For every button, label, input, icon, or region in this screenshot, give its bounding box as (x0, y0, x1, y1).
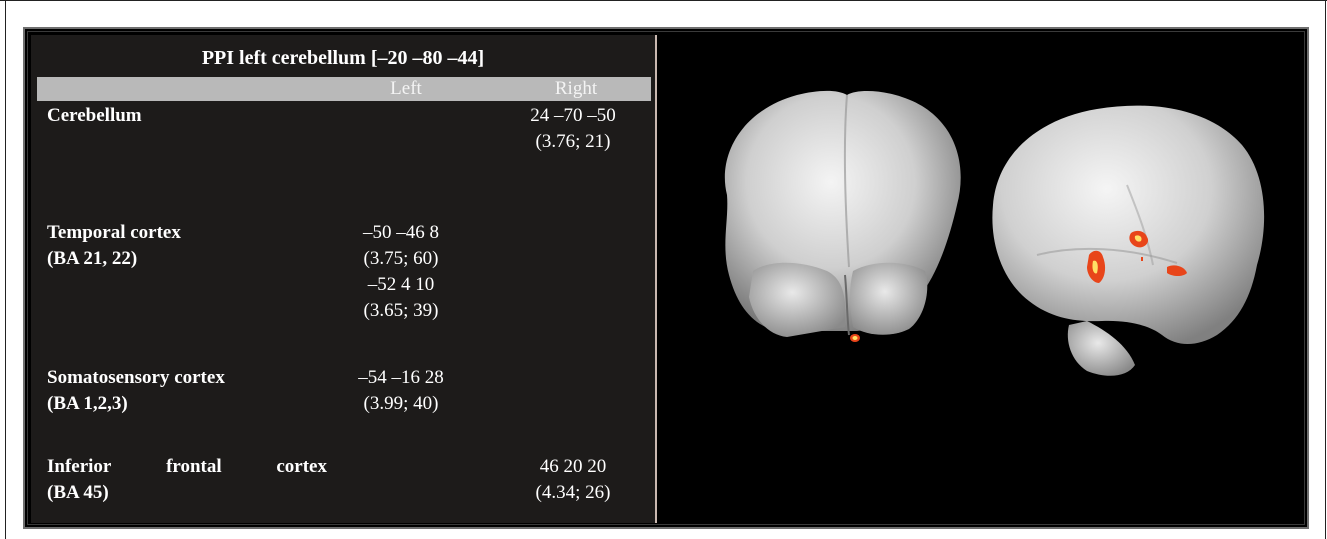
activation-cluster (1087, 230, 1187, 283)
region-sublabel: (BA 21, 22) (47, 248, 138, 269)
left-coordinates: –54 –16 28 (358, 367, 444, 388)
region-label-word: Inferior (47, 456, 112, 477)
right-coordinates: 24 –70 –50 (530, 105, 616, 126)
region-label-word: cortex (276, 456, 327, 477)
brain-posterior-view (724, 90, 961, 342)
left-statistics: (3.65; 39) (363, 300, 439, 321)
page-border (0, 0, 1327, 1)
left-coordinates: –52 4 10 (367, 274, 435, 295)
table-title: PPI left cerebellum [–20 –80 –44] (201, 47, 485, 69)
right-coordinates: 46 20 20 (539, 456, 607, 477)
region-label: Temporal cortex (47, 222, 181, 243)
column-header-right: Right (554, 78, 598, 99)
region-label: Inferior frontal cortex (47, 454, 327, 480)
panel-divider (655, 35, 657, 523)
figure-panel: PPI left cerebellum [–20 –80 –44] Left R… (23, 27, 1309, 529)
region-sublabel: (BA 45) (47, 482, 109, 503)
brain-render-panel (657, 35, 1303, 523)
region-label: Cerebellum (47, 105, 142, 126)
left-coordinates: –50 –46 8 (363, 222, 439, 243)
column-header-bar (37, 77, 651, 101)
region-label-words: Inferior frontal cortex (47, 454, 327, 480)
region-label: Somatosensory cortex (47, 367, 225, 388)
page-border (5, 0, 6, 539)
left-statistics: (3.99; 40) (363, 393, 439, 414)
left-statistics: (3.75; 60) (363, 248, 439, 269)
brain-lateral-view (992, 105, 1265, 376)
region-label-word: frontal (166, 456, 222, 477)
region-sublabel: (BA 1,2,3) (47, 393, 128, 414)
page-border (1325, 0, 1326, 539)
right-statistics: (4.34; 26) (535, 482, 611, 503)
brain-render (724, 90, 1265, 376)
right-statistics: (3.76; 21) (535, 131, 611, 152)
results-table: PPI left cerebellum [–20 –80 –44] Left R… (31, 35, 655, 523)
column-header-left: Left (390, 78, 422, 99)
